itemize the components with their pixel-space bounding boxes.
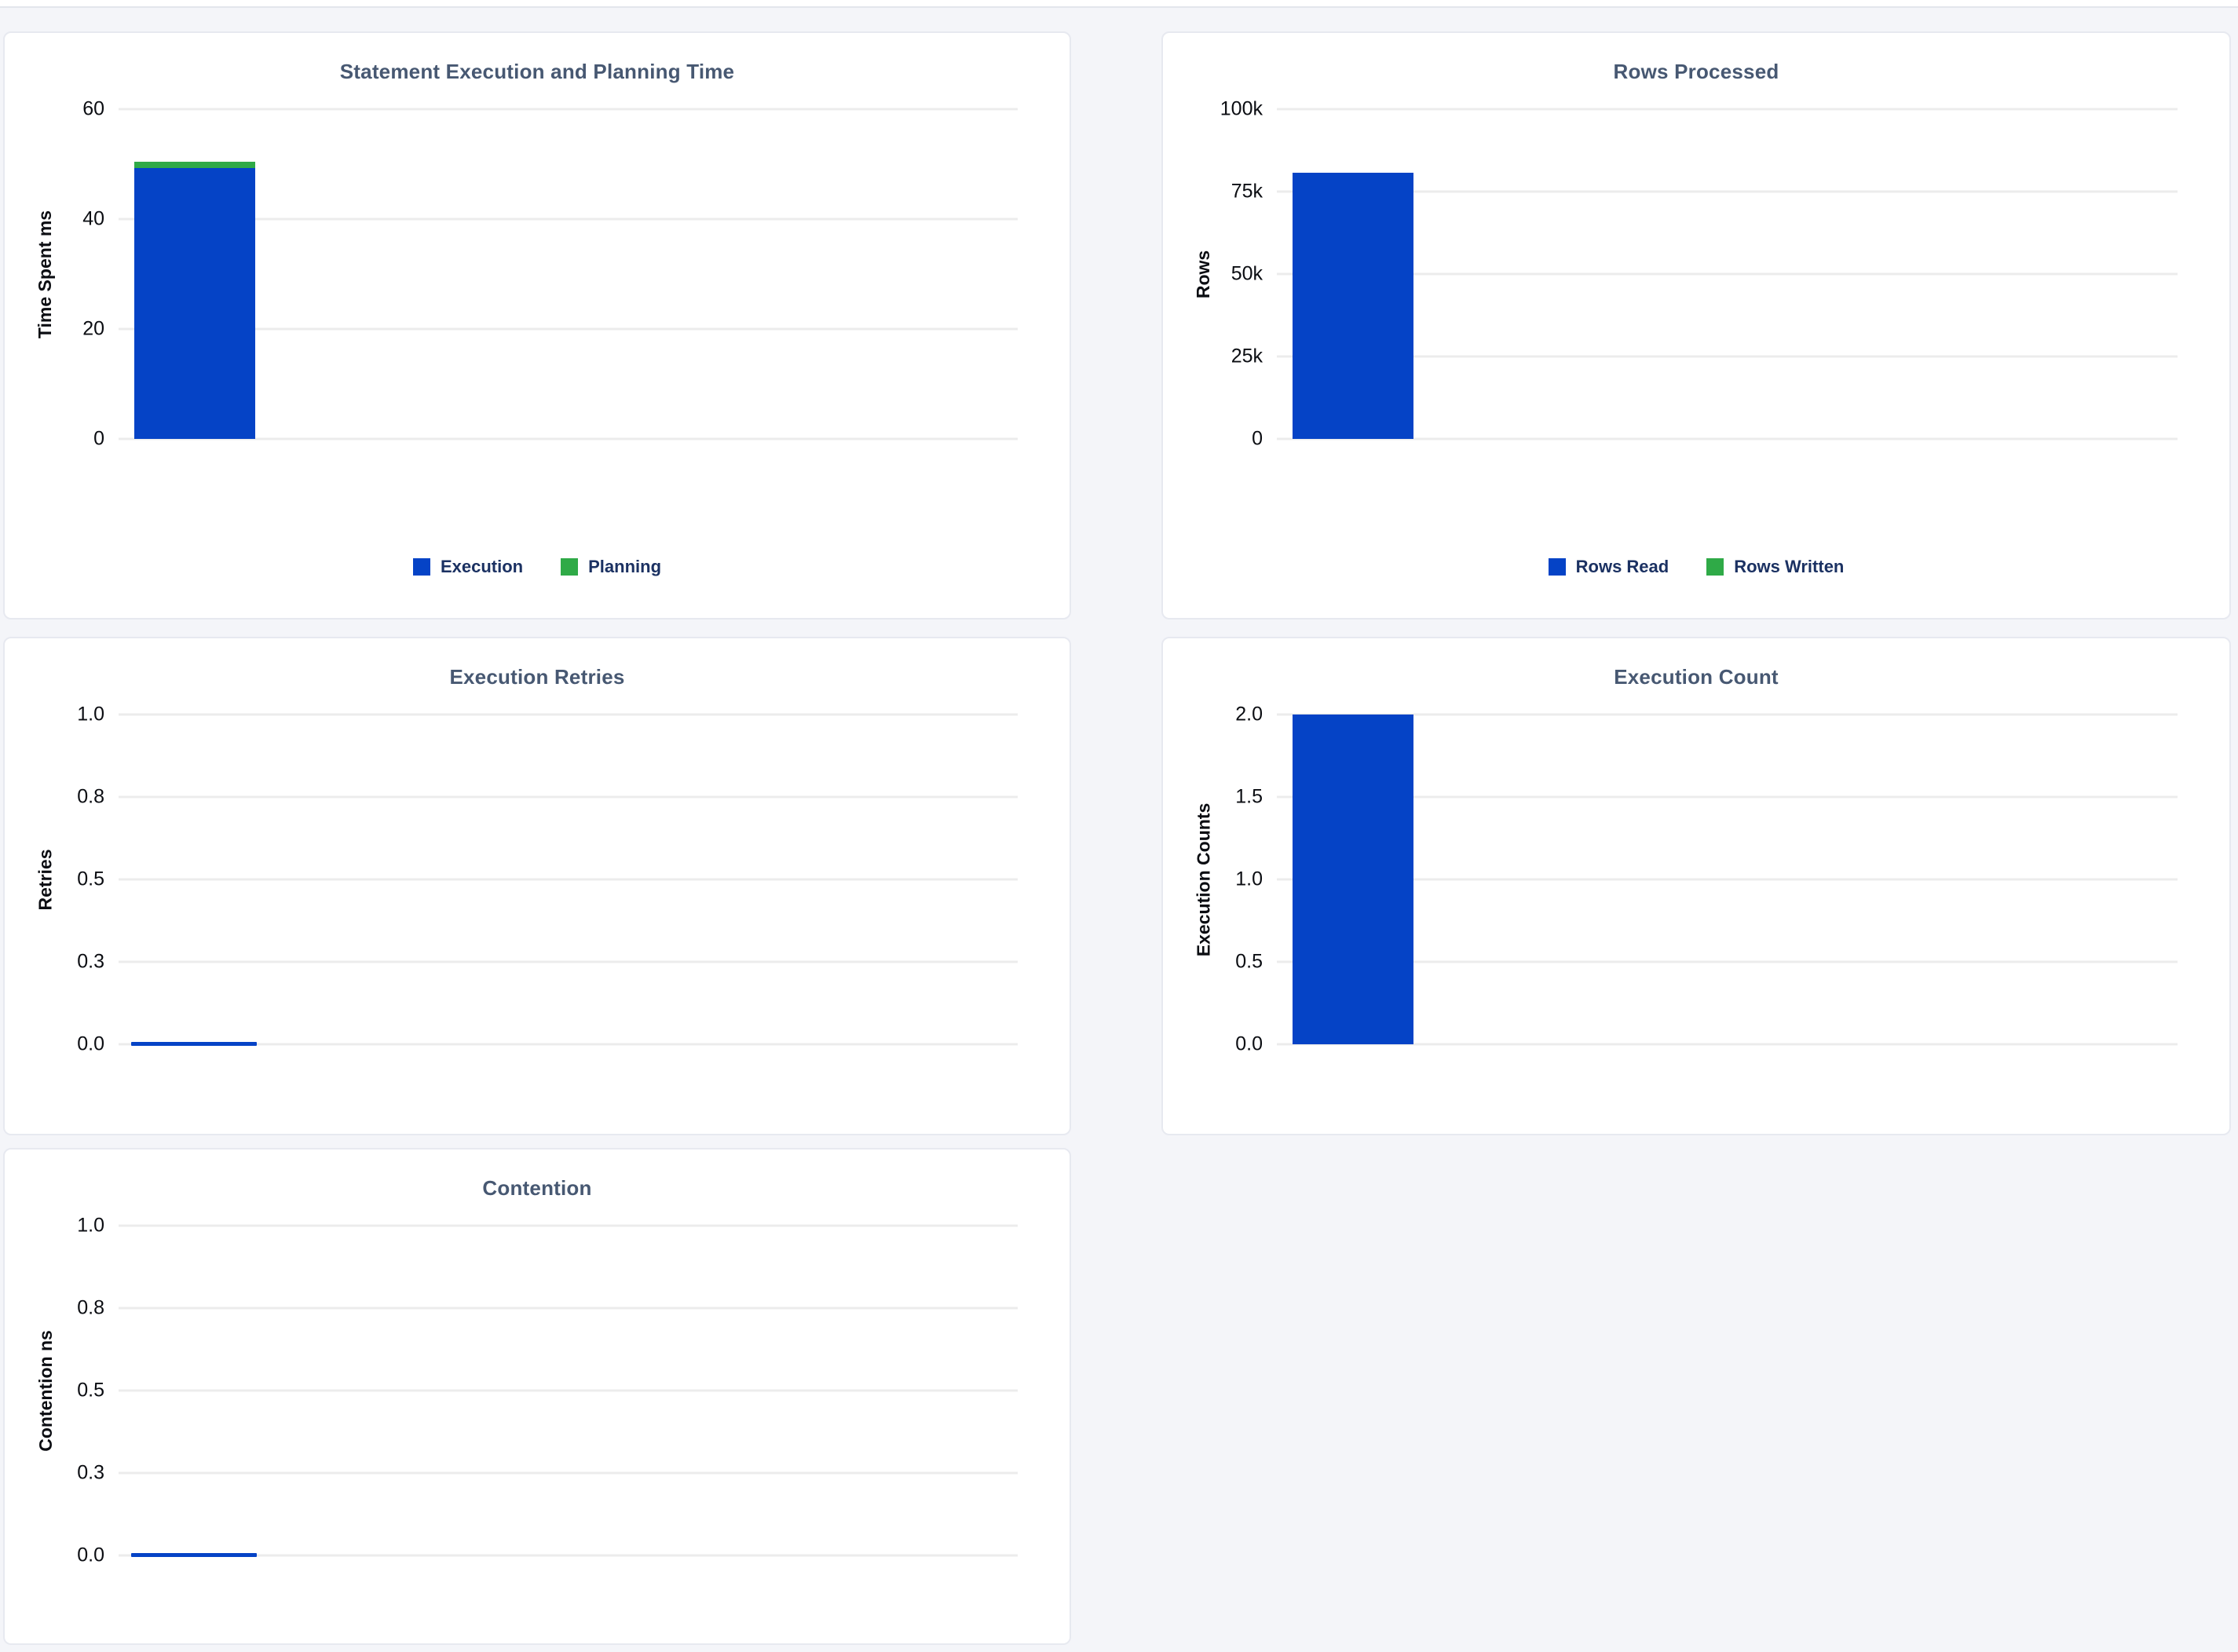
y-tick-label: 60 [82, 97, 104, 120]
y-tick-label: 0 [93, 427, 104, 450]
gridline [119, 713, 1018, 716]
gridline [119, 878, 1018, 881]
legend-item-planning: Planning [561, 557, 661, 577]
gridline [1277, 108, 2178, 111]
gridline [119, 437, 1018, 440]
y-tick-label: 20 [82, 317, 104, 340]
plot-area: 2.0 1.5 1.0 0.5 0.0 [1235, 704, 2178, 1055]
legend-label: Planning [588, 557, 662, 576]
y-tick-label: 1.0 [1235, 868, 1263, 890]
chart-panel-execution-retries: Execution Retries Retries 1.0 0.8 0.5 0.3 0.… [3, 637, 1071, 1135]
legend-swatch [1548, 558, 1566, 576]
chart-title: Execution Count [1614, 665, 1779, 689]
y-tick-label: 0.0 [77, 1032, 104, 1055]
legend-item-execution: Execution [412, 557, 524, 577]
bar-segment-rows-read [1293, 173, 1413, 439]
y-tick-label: 40 [82, 207, 104, 230]
y-tick-label: 0.5 [77, 1379, 104, 1402]
y-tick-label: 0.5 [1235, 950, 1263, 973]
y-tick-label: 0.0 [1235, 1032, 1263, 1055]
gridline [1277, 190, 2178, 193]
plot-area: 60 40 20 0 [82, 98, 1018, 450]
gridline [119, 1224, 1018, 1227]
gridline [119, 795, 1018, 799]
y-tick-label: 1.0 [77, 703, 104, 725]
y-tick-label: 75k [1231, 180, 1263, 203]
legend-label: Rows Read [1575, 557, 1669, 576]
top-divider [0, 0, 2238, 8]
y-tick-label: 0.0 [77, 1544, 104, 1566]
y-axis-label-wrap: Rows [1187, 109, 1221, 439]
legend: Execution Planning [5, 557, 1070, 577]
y-tick-label: 0.3 [77, 1461, 104, 1484]
gridline [1277, 960, 2178, 963]
y-axis-label-wrap: Contention ns [28, 1226, 63, 1555]
legend-swatch [561, 558, 579, 576]
gridline [1277, 272, 2178, 276]
zero-value-bar [131, 1042, 257, 1046]
gridline [119, 1307, 1018, 1310]
gridline [119, 1043, 1018, 1046]
chart-title: Execution Retries [449, 665, 625, 689]
y-axis-label: Contention ns [35, 1329, 56, 1452]
bar-segment-execution [134, 167, 255, 439]
gridline [119, 108, 1018, 111]
gridline [1277, 355, 2178, 358]
gridline [1277, 1043, 2178, 1046]
gridline [119, 327, 1018, 331]
y-axis-label-wrap: Retries [28, 715, 63, 1044]
plot-area: 1.0 0.8 0.5 0.3 0.0 [77, 1215, 1018, 1566]
gridline [1277, 437, 2178, 440]
chart-panel-contention: Contention Contention ns 1.0 0.8 0.5 0.3 0.0 [3, 1148, 1071, 1645]
legend-label: Rows Written [1734, 557, 1845, 576]
chart-title: Statement Execution and Planning Time [339, 60, 735, 83]
zero-value-bar [131, 1553, 257, 1557]
y-axis-label: Retries [35, 849, 56, 910]
y-axis-label-wrap: Time Spent ms [28, 109, 63, 439]
gridline [119, 1471, 1018, 1475]
legend-item-rows-written: Rows Written [1706, 557, 1844, 577]
bar-segment-execution-counts [1293, 715, 1413, 1044]
gridline [119, 217, 1018, 221]
y-tick-label: 25k [1231, 345, 1263, 367]
gridline [1277, 878, 2178, 881]
legend: Rows Read Rows Written [1163, 557, 2229, 577]
y-axis-label: Rows [1193, 250, 1214, 298]
plot-area: 100k 75k 50k 25k 0 [1220, 98, 2178, 450]
chart-panel-rows-processed: Rows Processed Rows 100k 75k 50k 25k 0 Rows … [1161, 31, 2231, 620]
y-tick-label: 100k [1220, 97, 1263, 120]
chart-title: Contention [482, 1176, 592, 1200]
y-tick-label: 0.3 [77, 950, 104, 973]
y-tick-label: 0.8 [77, 1296, 104, 1319]
gridline [1277, 795, 2178, 799]
y-tick-label: 1.0 [77, 1214, 104, 1237]
chart-panel-execution-count: Execution Count Execution Counts 2.0 1.5 1… [1161, 637, 2231, 1135]
legend-item-rows-read: Rows Read [1548, 557, 1669, 577]
y-axis-label-wrap: Execution Counts [1187, 715, 1221, 1044]
y-axis-label: Execution Counts [1193, 802, 1214, 956]
y-tick-label: 1.5 [1235, 785, 1263, 808]
y-axis-label: Time Spent ms [35, 210, 56, 338]
gridline [1277, 713, 2178, 716]
gridline [119, 960, 1018, 963]
y-tick-label: 0 [1252, 427, 1263, 450]
y-tick-label: 0.5 [77, 868, 104, 890]
y-tick-label: 0.8 [77, 785, 104, 808]
chart-title: Rows Processed [1613, 60, 1779, 83]
y-tick-label: 50k [1231, 262, 1263, 285]
gridline [119, 1389, 1018, 1392]
plot-area: 1.0 0.8 0.5 0.3 0.0 [77, 704, 1018, 1055]
y-tick-label: 2.0 [1235, 703, 1263, 725]
chart-panel-statement-execution-planning-time: Statement Execution and Planning Time Ti… [3, 31, 1071, 620]
gridline [119, 1554, 1018, 1557]
legend-swatch [1706, 558, 1724, 576]
legend-label: Execution [440, 557, 524, 576]
bar-segment-planning [134, 161, 255, 168]
legend-swatch [412, 558, 430, 576]
